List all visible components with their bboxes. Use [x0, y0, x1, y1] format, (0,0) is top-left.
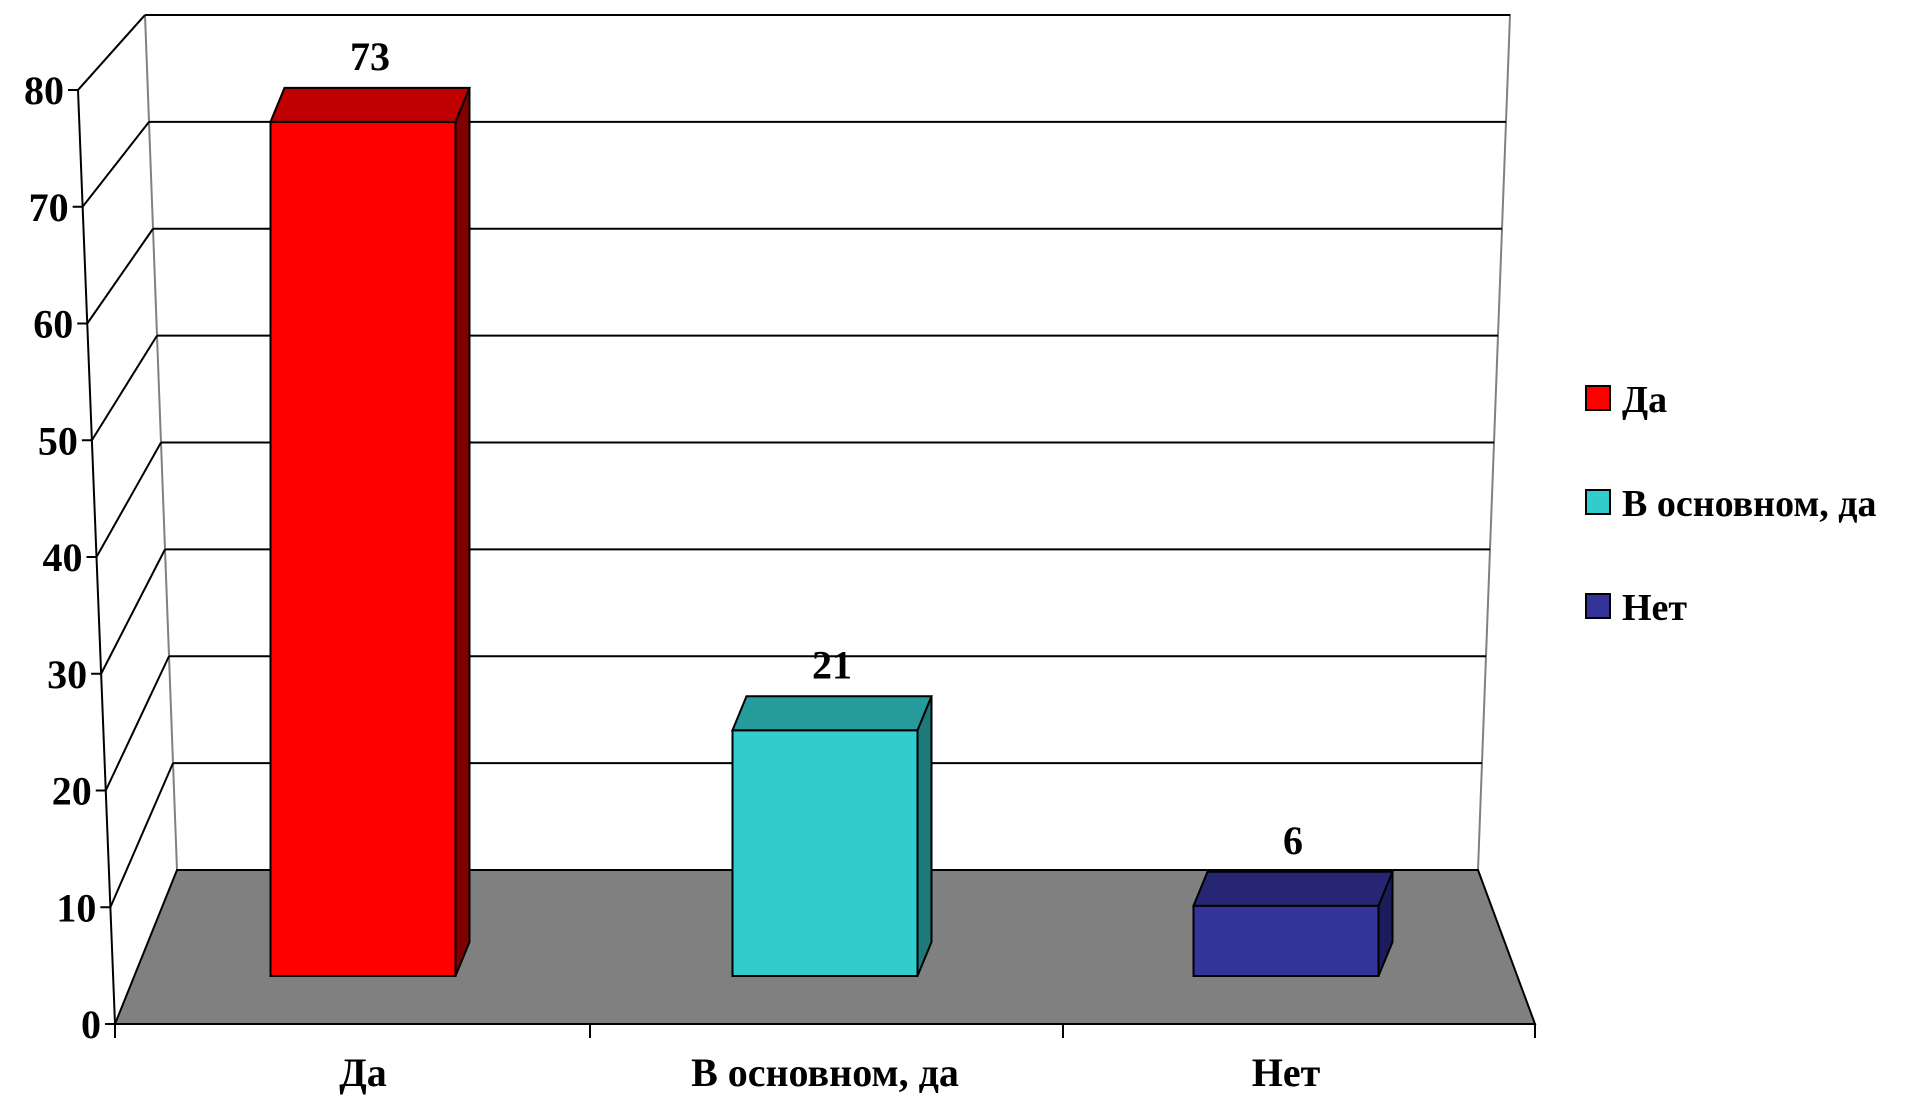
legend-swatch-1: [1585, 489, 1611, 515]
bar-front-1: [731, 729, 919, 977]
y-tick-label-10: 10: [56, 885, 96, 930]
gridline-side-40: [95, 442, 162, 558]
labels: Да В основном, да Нет 73 21 6: [339, 34, 1320, 1095]
axes: 0 10 20 30 40 50 60 70 80: [24, 68, 1536, 1047]
legend-label-0: Да: [1622, 379, 1667, 421]
x-tick-label-2: Нет: [1252, 1050, 1321, 1095]
y-tick-label-30: 30: [47, 652, 87, 697]
bar-side-1: [916, 695, 933, 977]
gridline-side-30: [100, 548, 166, 675]
legend-swatch-2: [1585, 593, 1611, 619]
bar-front-2: [1192, 904, 1380, 977]
bar-0: [269, 86, 471, 977]
y-tick-label-80: 80: [24, 68, 64, 113]
gridline-side-10: [109, 762, 174, 908]
bar-top-2: [1192, 870, 1394, 907]
bar-1: [731, 695, 933, 977]
legend-swatch-0: [1585, 385, 1611, 411]
x-tick-label-0: Да: [339, 1050, 387, 1095]
gridline-side-80: [77, 14, 146, 91]
y-tick-label-70: 70: [29, 185, 69, 230]
legend: Да В основном, да Нет: [1585, 379, 1876, 629]
y-tick-label-0: 0: [81, 1002, 101, 1047]
data-label-1: 21: [812, 642, 852, 687]
bar-front-0: [269, 120, 457, 977]
legend-label-2: Нет: [1622, 587, 1687, 629]
bars: [269, 86, 1394, 977]
x-tick-label-1: В основном, да: [691, 1050, 959, 1095]
gridline-side-20: [104, 655, 170, 791]
legend-item-1: В основном, да: [1585, 483, 1876, 525]
y-tick-label-40: 40: [43, 535, 83, 580]
gridline-side-60: [86, 228, 154, 325]
y-tick-label-50: 50: [38, 418, 78, 463]
data-label-0: 73: [350, 34, 390, 79]
bar-top-1: [731, 695, 933, 732]
gridline-side-50: [91, 335, 158, 441]
legend-item-2: Нет: [1585, 587, 1687, 629]
bar-2: [1192, 870, 1394, 977]
legend-label-1: В основном, да: [1622, 483, 1876, 525]
y-tick-label-20: 20: [52, 769, 92, 814]
gridline-side-70: [81, 121, 150, 208]
y-tick-label-60: 60: [33, 302, 73, 347]
legend-item-0: Да: [1585, 379, 1667, 421]
bar-top-0: [269, 86, 471, 123]
data-label-2: 6: [1283, 818, 1303, 863]
bar-side-0: [454, 87, 471, 977]
